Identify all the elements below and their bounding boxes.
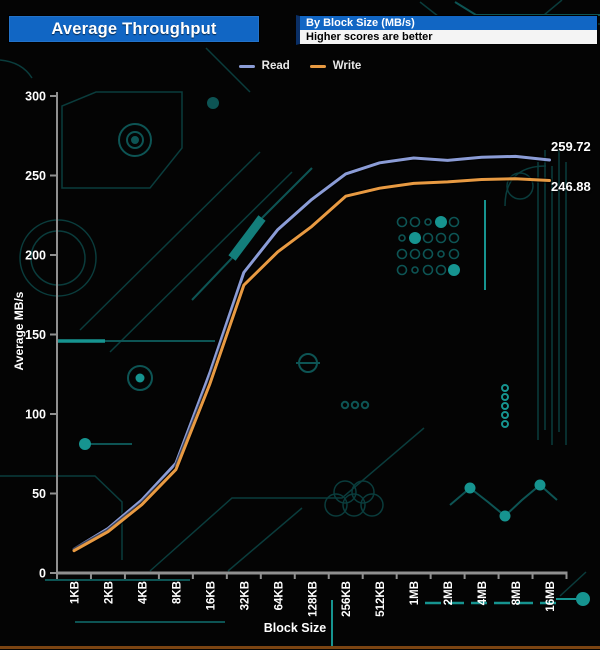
legend-label-write: Write <box>332 60 362 72</box>
x-tick-label: 1KB <box>69 581 81 604</box>
y-tick-label: 100 <box>25 408 46 422</box>
write-end-value-label: 246.88 <box>551 179 591 195</box>
chart-title-bar: Average Throughput <box>8 15 260 43</box>
x-tick-label: 4KB <box>137 581 149 604</box>
chart-title: Average Throughput <box>51 19 217 38</box>
read-series-outline <box>71 153 553 553</box>
bottom-accent-rule <box>0 646 600 649</box>
x-tick-label: 1MB <box>409 581 421 605</box>
y-tick-label: 150 <box>25 328 46 342</box>
chart-subtitle-secondary: Higher scores are better <box>300 30 597 44</box>
chart-subtitle-box: By Block Size (MB/s) Higher scores are b… <box>296 15 598 45</box>
x-tick-label: 16MB <box>545 581 557 612</box>
x-tick-label: 256KB <box>341 581 353 617</box>
x-tick-label: 16KB <box>205 581 217 610</box>
y-axis-title: Average MB/s <box>12 291 26 370</box>
x-tick-label: 128KB <box>307 581 319 617</box>
y-tick-label: 300 <box>25 90 46 104</box>
circuit-dot-matrix <box>396 216 460 276</box>
write-series-swatch <box>309 64 326 68</box>
read-series-swatch <box>238 64 255 68</box>
x-tick-label: 64KB <box>273 581 285 610</box>
circuit-traces-bright <box>57 200 590 648</box>
y-tick-label: 250 <box>25 169 46 183</box>
x-axis-title: Block Size <box>264 621 327 635</box>
legend-item-write: Write <box>309 60 362 72</box>
legend-item-read: Read <box>238 60 290 72</box>
read-end-value-label: 259.72 <box>551 139 591 155</box>
legend: Read Write <box>0 57 600 75</box>
x-tick-label: 8KB <box>171 581 183 604</box>
legend-label-read: Read <box>261 60 290 72</box>
x-tick-label: 512KB <box>375 581 387 617</box>
x-tick-label: 4MB <box>477 581 489 605</box>
y-tick-label: 200 <box>25 249 46 263</box>
y-tick-label: 0 <box>39 567 46 581</box>
read-series-line <box>72 154 551 551</box>
x-tick-label: 2MB <box>443 581 455 605</box>
x-tick-label: 8MB <box>511 581 523 605</box>
y-tick-label: 50 <box>32 487 46 501</box>
x-tick-label: 2KB <box>103 581 115 604</box>
write-series-line <box>72 177 551 553</box>
chart-subtitle-primary: By Block Size (MB/s) <box>300 16 597 30</box>
circuit-traces-dim <box>0 0 600 597</box>
x-tick-label: 32KB <box>239 581 251 610</box>
